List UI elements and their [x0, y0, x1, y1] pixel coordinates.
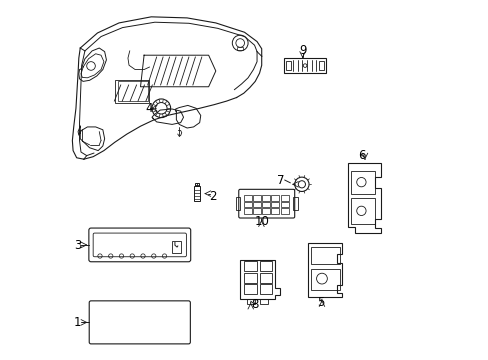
Bar: [252, 202, 261, 207]
Bar: [280, 195, 288, 201]
Bar: [310, 269, 339, 290]
Text: 1: 1: [74, 316, 81, 329]
Bar: [351, 171, 374, 194]
Bar: [247, 299, 255, 305]
Bar: [252, 195, 261, 201]
Bar: [293, 197, 297, 210]
Bar: [244, 208, 251, 214]
Bar: [237, 47, 243, 50]
Text: 9: 9: [298, 44, 305, 57]
Bar: [244, 195, 251, 201]
Bar: [259, 273, 272, 283]
Bar: [310, 247, 339, 264]
Bar: [172, 240, 181, 253]
Text: 3: 3: [74, 239, 81, 252]
Text: 2: 2: [209, 190, 216, 203]
Bar: [262, 202, 270, 207]
Bar: [259, 261, 272, 271]
Bar: [319, 61, 324, 70]
Bar: [259, 284, 272, 294]
Text: 5: 5: [317, 296, 324, 309]
Bar: [118, 81, 147, 101]
Bar: [262, 195, 270, 201]
Bar: [280, 202, 288, 207]
Text: 8: 8: [250, 298, 258, 311]
Bar: [244, 202, 251, 207]
Bar: [244, 284, 257, 294]
Bar: [271, 202, 279, 207]
Bar: [195, 183, 199, 186]
Text: 7: 7: [276, 174, 284, 186]
Bar: [194, 186, 200, 201]
Bar: [252, 208, 261, 214]
Bar: [260, 299, 267, 305]
Text: 4: 4: [145, 102, 153, 115]
Bar: [244, 273, 257, 283]
Bar: [284, 58, 325, 73]
Text: 6: 6: [357, 149, 365, 162]
Bar: [115, 80, 149, 103]
Bar: [280, 208, 288, 214]
Bar: [285, 61, 290, 70]
Bar: [271, 195, 279, 201]
Bar: [262, 208, 270, 214]
Bar: [351, 198, 374, 224]
Text: 10: 10: [254, 215, 268, 228]
Bar: [271, 208, 279, 214]
Bar: [235, 197, 240, 210]
Bar: [244, 261, 257, 271]
